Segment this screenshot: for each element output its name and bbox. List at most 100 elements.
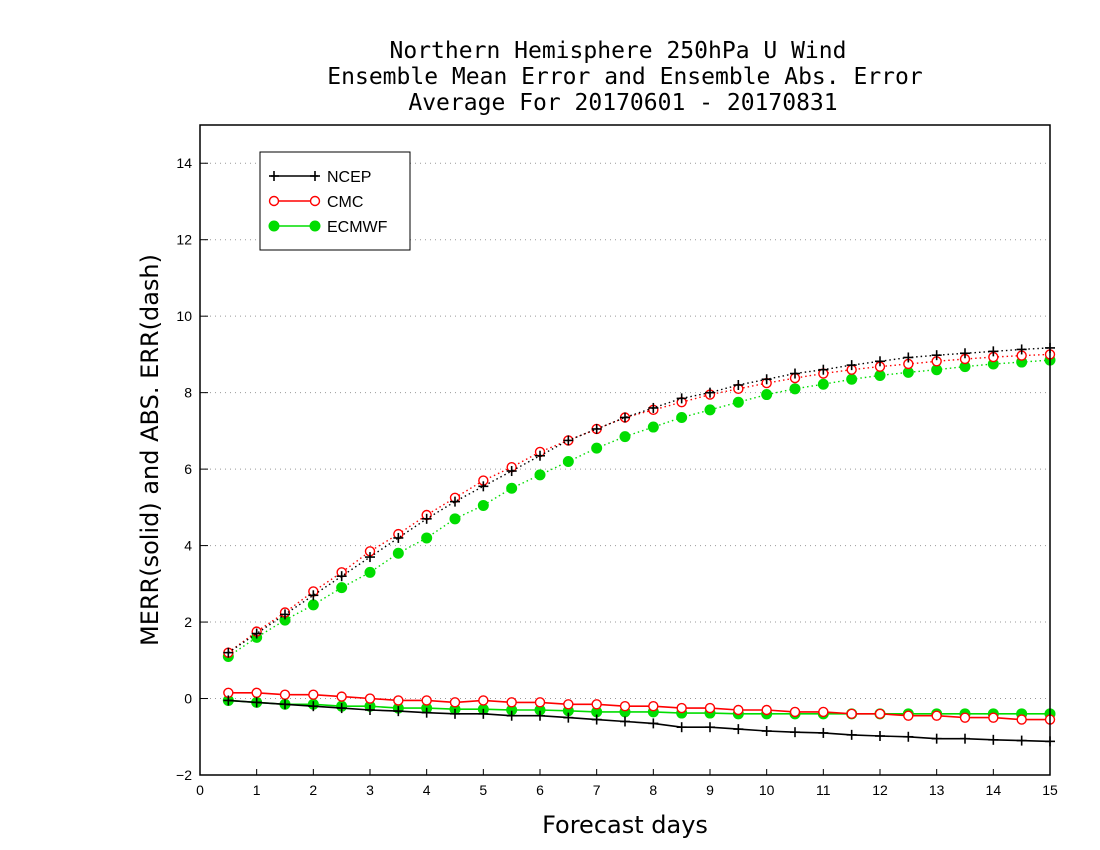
cmc-mean-error-point [563, 699, 574, 710]
cmc-mean-error-point [279, 689, 291, 700]
cmc-mean-error-point [251, 687, 262, 698]
ncep-abs-error-point [903, 352, 914, 363]
ecmwf-abs-error-point [562, 455, 574, 467]
y-tick-label: 10 [176, 308, 192, 324]
y-tick-label: 6 [184, 461, 192, 477]
chart-title-line-3: Average For 20170601 - 20170831 [408, 90, 837, 116]
cmc-mean-error-point [534, 697, 546, 708]
ncep-mean-error-point [1016, 735, 1027, 746]
y-tick-label: 8 [184, 385, 192, 401]
ecmwf-abs-error-point [846, 373, 858, 385]
series-cmc [223, 349, 1056, 725]
ecmwf-abs-error-point [477, 499, 489, 511]
chart-title: Northern Hemisphere 250hPa U Wind Ensemb… [327, 38, 922, 116]
cmc-mean-error-point [336, 691, 347, 702]
x-tick-label: 8 [649, 782, 657, 798]
ncep-abs-error-point [960, 348, 970, 359]
ncep-mean-error-point [620, 716, 630, 727]
ecmwf-abs-error-point [874, 369, 886, 381]
legend: NCEP CMC ECMWF [259, 151, 411, 251]
cmc-mean-error-point [931, 710, 942, 721]
x-tick-label: 9 [706, 782, 714, 798]
x-tick-label: 1 [253, 782, 261, 798]
ecmwf-abs-error-point [307, 599, 319, 611]
ncep-abs-error-point [251, 628, 262, 639]
ecmwf-abs-error-line [227, 359, 1051, 658]
ncep-mean-error-point [733, 724, 744, 735]
ecmwf-abs-error-point [421, 532, 433, 544]
cmc-mean-error-point [789, 706, 801, 718]
x-axis: 0 1 2 3 4 5 6 7 8 9 10 11 12 13 14 15 [196, 769, 1058, 798]
cmc-mean-error-point [761, 704, 772, 716]
cmc-mean-error-point [733, 704, 744, 716]
ncep-mean-error-point [393, 706, 404, 717]
ncep-mean-error-point [790, 727, 800, 738]
cmc-mean-error-point [421, 695, 432, 706]
ncep-mean-error-point [421, 707, 432, 718]
ncep-abs-error-point [365, 552, 375, 563]
ncep-mean-error-point [308, 701, 319, 712]
ecmwf-abs-error-point [732, 396, 744, 408]
series-ncep [223, 342, 1055, 747]
cmc-mean-error-point [478, 695, 489, 706]
cmc-mean-error-point [506, 697, 517, 708]
ecmwf-abs-error-point [591, 442, 603, 454]
cmc-mean-error-point [959, 712, 971, 723]
x-tick-label: 10 [759, 782, 775, 798]
ncep-mean-error-point [450, 708, 460, 719]
cmc-mean-error-point [449, 697, 461, 708]
cmc-mean-error-point [591, 699, 602, 710]
ncep-mean-error-point [563, 712, 574, 723]
ncep-abs-error-point [648, 402, 659, 413]
chart-title-line-2: Ensemble Mean Error and Ensemble Abs. Er… [327, 64, 922, 90]
ncep-mean-error-point [280, 699, 290, 710]
series-layer [222, 342, 1056, 747]
x-tick-label: 4 [423, 782, 431, 798]
ncep-abs-error-point [790, 368, 800, 379]
ncep-abs-error-point [450, 496, 460, 507]
x-tick-label: 12 [872, 782, 888, 798]
legend-item-ecmwf: ECMWF [268, 219, 388, 236]
x-tick-label: 3 [366, 782, 374, 798]
ncep-abs-error-point [988, 346, 999, 357]
cmc-mean-error-point [903, 710, 914, 721]
ncep-abs-error-point [591, 423, 602, 434]
cmc-mean-error-point [874, 708, 886, 720]
cmc-abs-error-line [227, 353, 1051, 654]
ncep-mean-error-point [251, 697, 262, 708]
cmc-mean-error-point [704, 702, 716, 714]
legend-label: NCEP [327, 169, 371, 186]
ncep-mean-error-point [223, 695, 234, 706]
ncep-abs-error-line [227, 347, 1051, 654]
ecmwf-abs-error-point [676, 412, 688, 423]
ncep-abs-error-point [223, 647, 234, 658]
ncep-abs-error-point [761, 374, 772, 385]
ncep-abs-error-point [280, 609, 290, 620]
cmc-mean-error-point [619, 700, 631, 712]
ecmwf-abs-error-point [817, 378, 829, 390]
y-axis: −2 0 2 4 6 8 10 12 14 [176, 155, 208, 783]
ncep-mean-error-point [960, 733, 970, 744]
ecmwf-abs-error-point [619, 431, 631, 443]
y-tick-label: 0 [184, 691, 192, 707]
legend-marker [268, 195, 280, 207]
y-tick-label: 4 [184, 538, 192, 554]
cmc-mean-error-point [1016, 714, 1027, 725]
ecmwf-abs-error-point [449, 513, 461, 525]
cmc-mean-error-point [393, 695, 404, 706]
x-tick-label: 2 [309, 782, 317, 798]
ecmwf-abs-error-point [704, 404, 716, 416]
x-tick-label: 7 [593, 782, 601, 798]
cmc-mean-error-point [818, 706, 829, 718]
ncep-mean-error-point [988, 734, 999, 745]
legend-item-ncep: NCEP [269, 169, 371, 186]
ncep-mean-error-point [591, 714, 602, 725]
cmc-mean-error-point [988, 712, 999, 723]
grid-lines [200, 162, 1050, 700]
ncep-abs-error-point [931, 350, 942, 361]
ncep-mean-error-point [506, 710, 517, 721]
legend-marker [268, 220, 280, 232]
y-tick-label: 2 [184, 614, 192, 630]
ecmwf-abs-error-point [789, 383, 801, 395]
